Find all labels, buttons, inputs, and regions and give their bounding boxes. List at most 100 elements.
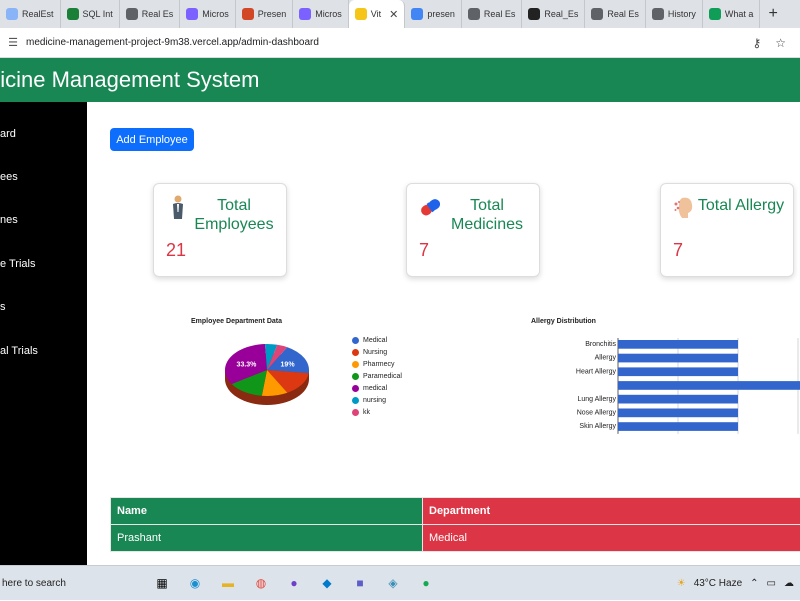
tab-favicon-icon bbox=[186, 8, 198, 20]
legend-label: nursing bbox=[363, 397, 386, 404]
edge-icon[interactable]: ◉ bbox=[184, 573, 206, 593]
legend-swatch bbox=[352, 373, 359, 380]
browser-tab[interactable]: presen bbox=[405, 0, 462, 28]
file-explorer-icon[interactable]: ▬ bbox=[217, 573, 239, 593]
new-tab-button[interactable]: + bbox=[760, 5, 785, 23]
total-employees-card: Total Employees 21 bbox=[153, 183, 287, 277]
browser-tab[interactable]: SQL Int bbox=[61, 0, 120, 28]
tab-favicon-icon bbox=[411, 8, 423, 20]
bar-chart-title: Allergy Distribution bbox=[531, 318, 596, 325]
taskbar-search-text[interactable]: here to search bbox=[2, 578, 66, 589]
card-title: Total Allergy bbox=[693, 196, 789, 215]
tab-favicon-icon bbox=[6, 8, 18, 20]
card-count: 7 bbox=[673, 240, 683, 261]
browser-tab[interactable]: RealEst bbox=[0, 0, 61, 28]
tab-favicon-icon bbox=[299, 8, 311, 20]
legend-item: Medical bbox=[352, 334, 402, 346]
browser-tab[interactable]: Micros bbox=[293, 0, 349, 28]
browser-tab[interactable]: Vit ✕ bbox=[349, 0, 406, 28]
sidebar-item-employees[interactable]: ees bbox=[0, 171, 18, 183]
tab-favicon-icon bbox=[242, 8, 254, 20]
pie-data-label: 19% bbox=[281, 361, 296, 368]
pie-chart-title: Employee Department Data bbox=[191, 318, 282, 325]
app-header: dicine Management System bbox=[0, 58, 800, 102]
main-content: Add Employee Total Employees 21 Total Me… bbox=[87, 102, 800, 565]
legend-item: Paramedical bbox=[352, 370, 402, 382]
legend-item: medical bbox=[352, 382, 402, 394]
app-icon[interactable]: ◈ bbox=[382, 573, 404, 593]
browser-tab[interactable]: Presen bbox=[236, 0, 294, 28]
card-title: Total Medicines bbox=[439, 196, 535, 234]
bar bbox=[618, 395, 738, 404]
legend-swatch bbox=[352, 409, 359, 416]
legend-item: nursing bbox=[352, 394, 402, 406]
browser-tab[interactable]: Real Es bbox=[585, 0, 646, 28]
browser-tab[interactable]: Real_Es bbox=[522, 0, 585, 28]
sidebar-item-medicine-trials[interactable]: e Trials bbox=[0, 258, 35, 270]
legend-item: Nursing bbox=[352, 346, 402, 358]
close-tab-icon[interactable]: ✕ bbox=[389, 8, 398, 21]
table-header-department: Department bbox=[423, 498, 800, 525]
sidebar-item-medicines[interactable]: nes bbox=[0, 214, 18, 226]
browser-tab[interactable]: Micros bbox=[180, 0, 236, 28]
tab-favicon-icon bbox=[652, 8, 664, 20]
tab-label: Micros bbox=[315, 9, 342, 19]
tab-label: RealEst bbox=[22, 9, 54, 19]
tray-chevron-icon[interactable]: ⌃ bbox=[750, 578, 758, 589]
total-allergy-card: Total Allergy 7 bbox=[660, 183, 794, 277]
tab-label: Vit bbox=[371, 9, 381, 19]
bar bbox=[618, 381, 800, 390]
address-bar[interactable]: ☰ medicine-management-project-9m38.verce… bbox=[0, 28, 800, 58]
browser-tab[interactable]: Real Es bbox=[120, 0, 181, 28]
bar-category-label: Nose Allergy bbox=[577, 410, 617, 417]
cloud-icon[interactable]: ☁ bbox=[784, 578, 794, 589]
bar bbox=[618, 409, 738, 418]
legend-label: Medical bbox=[363, 337, 387, 344]
tab-label: presen bbox=[427, 9, 455, 19]
add-employee-button[interactable]: Add Employee bbox=[110, 128, 194, 151]
teams-icon[interactable]: ■ bbox=[349, 573, 371, 593]
password-key-icon[interactable]: ⚷ bbox=[752, 36, 761, 50]
legend-swatch bbox=[352, 397, 359, 404]
sidebar-item-dashboard[interactable]: ard bbox=[0, 128, 16, 140]
sidebar-item-allergies[interactable]: s bbox=[0, 301, 6, 313]
tab-label: Real Es bbox=[607, 9, 639, 19]
network-icon[interactable]: ▭ bbox=[767, 578, 776, 589]
taskbar-search[interactable]: here to search bbox=[0, 566, 145, 601]
legend-label: Pharmecy bbox=[363, 361, 395, 368]
bar bbox=[618, 354, 738, 363]
legend-label: kk bbox=[363, 409, 370, 416]
sidebar-item-clinical-trials[interactable]: al Trials bbox=[0, 345, 38, 357]
table-row[interactable]: Prashant Medical bbox=[111, 525, 800, 552]
tab-label: Real Es bbox=[142, 9, 174, 19]
mongodb-icon[interactable]: ● bbox=[415, 573, 437, 593]
legend-label: medical bbox=[363, 385, 387, 392]
legend-swatch bbox=[352, 349, 359, 356]
card-count: 7 bbox=[419, 240, 429, 261]
total-medicines-card: Total Medicines 7 bbox=[406, 183, 540, 277]
sidebar: ard ees nes e Trials s al Trials bbox=[0, 102, 87, 565]
site-settings-icon[interactable]: ☰ bbox=[2, 36, 24, 49]
app-title: dicine Management System bbox=[0, 67, 259, 93]
browser-tab[interactable]: Real Es bbox=[462, 0, 523, 28]
legend-label: Paramedical bbox=[363, 373, 402, 380]
bar-category-label: Skin Allergy bbox=[579, 423, 616, 430]
tab-favicon-icon bbox=[591, 8, 603, 20]
tab-label: History bbox=[668, 9, 696, 19]
browser-tab[interactable]: What a bbox=[703, 0, 761, 28]
pie-legend: Medical Nursing Pharmecy Paramedical medical… bbox=[352, 334, 402, 418]
bar bbox=[618, 367, 738, 376]
legend-label: Nursing bbox=[363, 349, 387, 356]
url-text[interactable]: medicine-management-project-9m38.vercel.… bbox=[26, 37, 319, 48]
vscode-icon[interactable]: ◆ bbox=[316, 573, 338, 593]
table-cell-department: Medical bbox=[423, 525, 800, 552]
legend-item: kk bbox=[352, 406, 402, 418]
bookmark-star-icon[interactable]: ☆ bbox=[775, 36, 786, 50]
task-view-icon[interactable]: ▦ bbox=[151, 573, 173, 593]
browser-tab[interactable]: History bbox=[646, 0, 703, 28]
chrome-icon[interactable]: ◍ bbox=[250, 573, 272, 593]
tab-favicon-icon bbox=[528, 8, 540, 20]
weather-text[interactable]: 43°C Haze bbox=[694, 578, 742, 589]
legend-swatch bbox=[352, 361, 359, 368]
github-icon[interactable]: ● bbox=[283, 573, 305, 593]
